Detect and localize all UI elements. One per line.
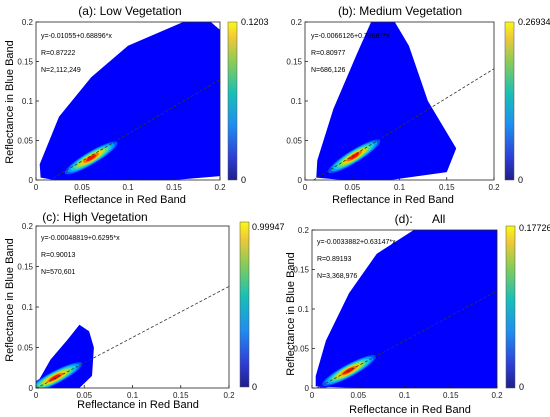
panel-d-colorbar bbox=[505, 225, 516, 389]
panel-d-scatter bbox=[312, 230, 497, 388]
panel-b-xtick-label: 0.05 bbox=[344, 183, 360, 192]
panel-c-density-level-8 bbox=[50, 374, 61, 381]
panel-b-xlabel: Reflectance in Red Band bbox=[332, 194, 454, 206]
panel-b-ytick-label: 0 bbox=[298, 176, 303, 185]
panel-b-equation: y=-0.0066126+0.73687*x bbox=[311, 33, 390, 40]
panel-c-xlabel: Reflectance in Red Band bbox=[77, 399, 199, 411]
panel-a-ytick-label: 0.05 bbox=[17, 137, 33, 146]
panel-b-ytick-label: 0.15 bbox=[286, 58, 302, 67]
panel-d-xtick-label: 0 bbox=[310, 391, 315, 400]
panel-a-ytick-label: 0 bbox=[29, 176, 34, 185]
panel-a-colorbar-max: 0.1203 bbox=[241, 17, 269, 27]
panel-a-title: (a): Low Vegetation bbox=[78, 4, 181, 18]
panel-c-ylabel: Reflectance in Blue Band bbox=[4, 238, 16, 362]
panel-c-xtick-label: 0 bbox=[34, 391, 39, 400]
panel-b-title: (b): Medium Vegetation bbox=[338, 4, 462, 18]
panel-b-density-level-8 bbox=[349, 153, 359, 160]
panel-c-ytick-label: 0.15 bbox=[17, 263, 33, 272]
panel-a-equation: y=-0.01055+0.68896*x bbox=[41, 33, 112, 40]
panel-d-colorbar-max: 0.17726 bbox=[519, 223, 550, 233]
panel-b-r: R=0.80977 bbox=[311, 50, 346, 57]
panel-b: 0 0.05 0.1 0.15 0.2 0 0.05 0.1 0.15 0.2 (b): Medi… bbox=[286, 4, 550, 206]
panel-c: 0 0.05 0.1 0.15 0.2 0 0.05 0.1 0.15 0.2 (c): High… bbox=[4, 210, 285, 411]
panel-a-xtick-label: 0.2 bbox=[214, 183, 226, 192]
panel-b-xtick-label: 0 bbox=[303, 183, 308, 192]
panel-a-ytick-label: 0.1 bbox=[22, 97, 34, 106]
panel-c-xtick-label: 0.1 bbox=[127, 391, 139, 400]
panel-a-xtick-label: 0.1 bbox=[122, 183, 134, 192]
panel-c-ytick-label: 0.05 bbox=[17, 344, 33, 353]
panel-a-ytick-label: 0.2 bbox=[22, 18, 34, 27]
panel-a-xtick-label: 0.05 bbox=[74, 183, 90, 192]
panel-a-r: R=0.87222 bbox=[41, 50, 76, 57]
panel-b-scatter bbox=[305, 22, 494, 180]
panel-d-colorbar-min: 0 bbox=[519, 382, 524, 392]
panel-c-title: (c): High Vegetation bbox=[42, 210, 147, 224]
panel-d-ylabel: Reflectance in Blue Band bbox=[285, 252, 297, 376]
panel-b-point-cloud bbox=[316, 22, 457, 180]
panel-d-plot: 0 0.05 0.1 0.15 0.2 0 0.05 0.1 0.15 0.2 bbox=[293, 226, 503, 400]
panel-c-colorbar bbox=[239, 221, 250, 388]
panel-b-plot: 0 0.05 0.1 0.15 0.2 0 0.05 0.1 0.15 0.2 bbox=[286, 18, 500, 192]
panel-c-xtick-label: 0.15 bbox=[173, 391, 189, 400]
panel-b-colorbar bbox=[504, 21, 515, 181]
panel-a-n: N=2,112,249 bbox=[41, 67, 81, 74]
panel-d-xtick-label: 0.2 bbox=[491, 391, 503, 400]
panel-d-xtick-label: 0.05 bbox=[350, 391, 366, 400]
panel-c-ytick-label: 0 bbox=[29, 384, 34, 393]
panel-c-scatter bbox=[36, 226, 229, 388]
panel-c-equation: y=-0.00048819+0.6295*x bbox=[41, 235, 120, 242]
panel-c-plot: 0 0.05 0.1 0.15 0.2 0 0.05 0.1 0.15 0.2 bbox=[17, 222, 235, 400]
panel-c-xtick-label: 0.2 bbox=[223, 391, 235, 400]
panel-b-ytick-label: 0.2 bbox=[291, 18, 303, 27]
panel-a-xtick-label: 0 bbox=[34, 183, 39, 192]
panel-d-n: N=3,368,976 bbox=[317, 273, 357, 280]
panel-b-xtick-label: 0.2 bbox=[488, 183, 500, 192]
panel-c-xtick-label: 0.05 bbox=[76, 391, 92, 400]
panel-a-colorbar-min: 0 bbox=[241, 175, 246, 185]
panel-d-equation: y=-0.0033882+0.63147*x bbox=[317, 239, 396, 246]
panel-a-xtick-label: 0.15 bbox=[166, 183, 182, 192]
panel-d-ytick-label: 0.05 bbox=[293, 345, 309, 354]
panel-c-ytick-label: 0.1 bbox=[22, 303, 34, 312]
panel-c-colorbar-min: 0 bbox=[252, 382, 257, 392]
panel-a-plot: 0 0.05 0.1 0.15 0.2 0 0.05 0.1 0.15 0.2 bbox=[17, 18, 226, 192]
panel-b-ytick-label: 0.1 bbox=[291, 97, 303, 106]
panel-b-colorbar-min: 0 bbox=[518, 175, 523, 185]
panel-a-colorbar bbox=[227, 21, 238, 181]
panel-d-fit-line bbox=[316, 290, 497, 388]
panel-a-xlabel: Reflectance in Red Band bbox=[64, 194, 186, 206]
panel-d-xtick-label: 0.15 bbox=[443, 391, 459, 400]
panel-b-colorbar-max: 0.26934 bbox=[518, 17, 550, 27]
panel-a-point-cloud bbox=[39, 22, 220, 180]
panel-d-r: R=0.89193 bbox=[317, 256, 352, 263]
panel-c-r: R=0.90013 bbox=[41, 252, 76, 259]
panel-b-xtick-label: 0.1 bbox=[394, 183, 406, 192]
panel-a-scatter bbox=[36, 22, 220, 180]
panel-c-fit-line bbox=[36, 286, 229, 388]
panel-d-ytick-label: 0.1 bbox=[298, 305, 310, 314]
panel-a-fit-line bbox=[49, 79, 220, 180]
panel-a-density-level-8 bbox=[86, 154, 97, 162]
panel-b-n: N=686,126 bbox=[311, 67, 346, 74]
panel-d-ytick-label: 0 bbox=[305, 384, 310, 393]
panel-d-ytick-label: 0.15 bbox=[293, 266, 309, 275]
panel-c-ytick-label: 0.2 bbox=[22, 222, 34, 231]
panel-b-ytick-label: 0.05 bbox=[286, 137, 302, 146]
panel-b-fit-line bbox=[312, 68, 494, 180]
panel-c-colorbar-max: 0.99947 bbox=[252, 222, 285, 232]
panel-a-ylabel: Reflectance in Blue Band bbox=[4, 40, 16, 164]
panel-d-point-cloud bbox=[315, 230, 497, 388]
panel-a-ytick-label: 0.15 bbox=[17, 58, 33, 67]
panel-a: 0 0.05 0.1 0.15 0.2 0 0.05 0.1 0.15 0.2 (a): Low … bbox=[4, 4, 269, 206]
panel-b-xtick-label: 0.15 bbox=[439, 183, 455, 192]
panel-d-ytick-label: 0.2 bbox=[298, 226, 310, 235]
panel-d-title: (d): All bbox=[395, 212, 446, 226]
panel-c-n: N=570,601 bbox=[41, 269, 76, 276]
panel-d-xlabel: Reflectance in Red Band bbox=[349, 404, 471, 416]
panel-d-xtick-label: 0.1 bbox=[399, 391, 411, 400]
panel-d: 0 0.05 0.1 0.15 0.200.050.10.150.2 (d): All … bbox=[285, 212, 550, 416]
